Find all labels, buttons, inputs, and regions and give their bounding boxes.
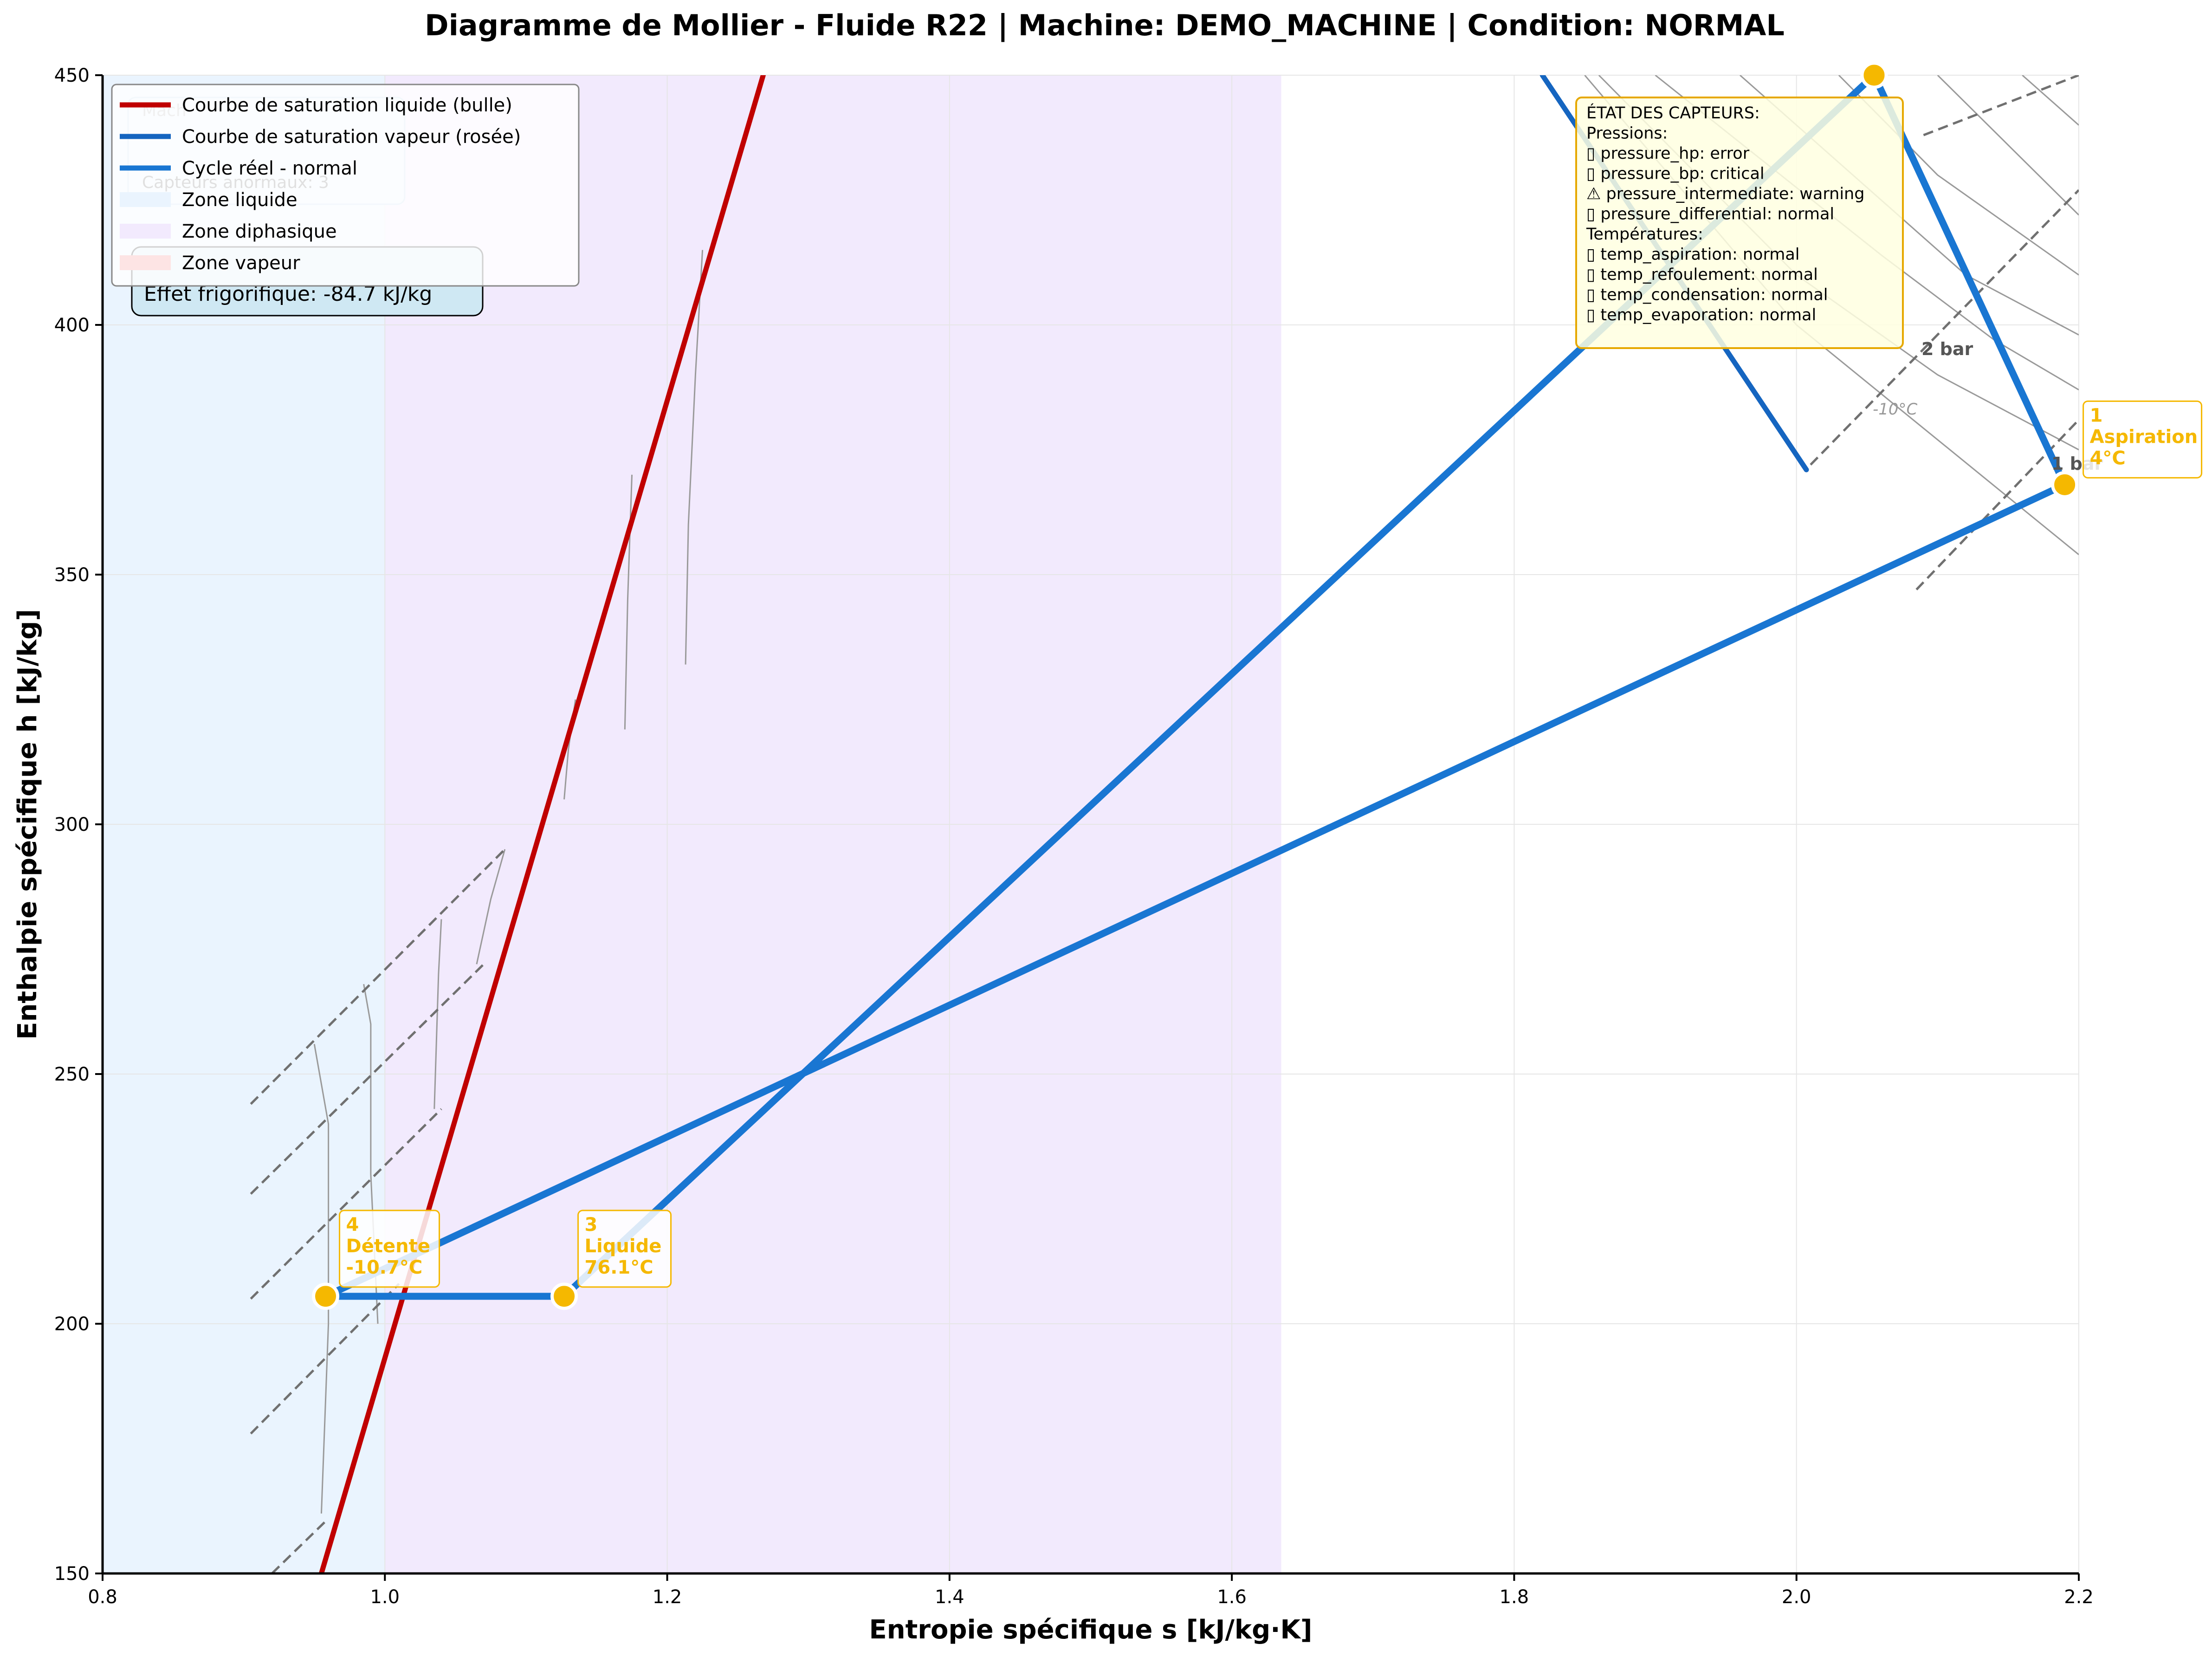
x-tick-label: 1.2 <box>653 1586 682 1608</box>
isotherm-label: -10°C <box>1873 400 1918 419</box>
sensor-status-line: ▯ pressure_differential: normal <box>1586 205 1834 224</box>
sensor-status-line: ▯ temp_refoulement: normal <box>1586 265 1818 284</box>
legend-swatch-patch <box>120 192 171 207</box>
x-tick-label: 1.4 <box>935 1586 964 1608</box>
y-tick-label: 350 <box>54 564 90 586</box>
x-tick-label: 1.0 <box>370 1586 400 1608</box>
isobar-line <box>250 1283 400 1435</box>
chart-title: Diagramme de Mollier - Fluide R22 | Mach… <box>425 8 1785 43</box>
legend-swatch-patch <box>120 224 171 239</box>
x-tick-label: 0.8 <box>88 1586 117 1608</box>
isotherm-line <box>476 849 506 964</box>
sensor-status-box <box>1575 97 1904 349</box>
x-tick-label: 1.6 <box>1217 1586 1247 1608</box>
point-label-box <box>2083 400 2203 479</box>
point-label-text: 1 <box>2090 405 2103 426</box>
sensor-status-line: ▯ temp_condensation: normal <box>1586 286 1828 304</box>
legend-label: Cycle réel - normal <box>182 158 357 179</box>
isotherm-line <box>2022 75 2079 126</box>
x-tick-label: 1.8 <box>1500 1586 1529 1608</box>
cycle-point-3 <box>550 1282 578 1310</box>
isotherm-line <box>433 919 442 1109</box>
legend-label: Courbe de saturation vapeur (rosée) <box>182 126 521 148</box>
sensor-status-line: ▯ temp_aspiration: normal <box>1586 246 1800 264</box>
point-label-text: Liquide <box>585 1236 662 1257</box>
legend-label: Courbe de saturation liquide (bulle) <box>182 95 512 116</box>
isotherm-line <box>685 250 704 665</box>
cycle-point-4 <box>312 1282 340 1310</box>
isobar-label: 2 bar <box>1921 339 1973 359</box>
legend-label: Zone vapeur <box>182 252 300 274</box>
isobar-line <box>250 1108 442 1300</box>
point-label-box <box>577 1210 672 1288</box>
legend-box <box>111 84 580 287</box>
isobar-line <box>250 848 506 1105</box>
point-label-text: 4 <box>346 1214 359 1236</box>
legend: Courbe de saturation liquide (bulle) Cour… <box>111 84 580 287</box>
x-tick-label: 2.2 <box>2064 1586 2094 1608</box>
point-label-box <box>339 1210 440 1288</box>
sensor-status-line: Pressions: <box>1586 124 1668 143</box>
series-line-0 <box>318 75 766 1573</box>
legend-label: Zone liquide <box>182 189 298 211</box>
grid <box>102 75 2079 1574</box>
x-axis-label: Entropie spécifique s [kJ/kg·K] <box>869 1615 1312 1645</box>
sensor-status-line: Températures: <box>1586 225 1703 244</box>
isobar-line <box>1810 189 2079 466</box>
y-tick-label: 200 <box>54 1314 90 1335</box>
y-tick-label: 150 <box>54 1563 90 1585</box>
point-label-text: 3 <box>585 1214 598 1236</box>
cycle-point-2 <box>1860 61 1888 89</box>
isotherm-line <box>313 1044 330 1514</box>
legend-swatch-patch <box>120 255 171 270</box>
y-tick-label: 400 <box>54 315 90 336</box>
point-label-text: Détente <box>346 1236 430 1257</box>
sensor-status-line: ÉTAT DES CAPTEURS: <box>1586 103 1760 123</box>
sensor-status-line: ⚠ pressure_intermediate: warning <box>1586 185 1864 203</box>
series-line-2 <box>322 75 2069 1300</box>
isobar-line <box>250 963 485 1195</box>
y-tick-label: 450 <box>54 65 90 86</box>
sensor-status-line: ▯ pressure_hp: error <box>1586 144 1750 163</box>
sensor-status-line: ▯ pressure_bp: critical <box>1586 165 1765 183</box>
point-label-text: -10.7°C <box>346 1257 423 1278</box>
sensor-status-line: ▯ temp_evaporation: normal <box>1586 306 1816 324</box>
axes: 0.8 1.0 1.2 1.4 1.6 1.8 2.0 2.2 150 200 250 300 350 4… <box>54 65 2094 1608</box>
y-tick-label: 300 <box>54 814 90 835</box>
cycle-point-1 <box>2051 471 2079 498</box>
point-label-text: Aspiration <box>2090 426 2198 447</box>
x-tick-label: 2.0 <box>1782 1586 1811 1608</box>
legend-label: Zone diphasique <box>182 221 337 242</box>
point-label-text: 76.1°C <box>585 1257 653 1278</box>
point-label-text: 4°C <box>2090 447 2126 469</box>
isobar-line <box>271 1517 330 1573</box>
isobar-line <box>1915 419 2079 591</box>
y-tick-label: 250 <box>54 1064 90 1085</box>
isobar-line <box>1923 75 2079 136</box>
y-axis-label: Enthalpie spécifique h [kJ/kg] <box>13 609 43 1040</box>
isotherm-line <box>1937 75 2079 216</box>
